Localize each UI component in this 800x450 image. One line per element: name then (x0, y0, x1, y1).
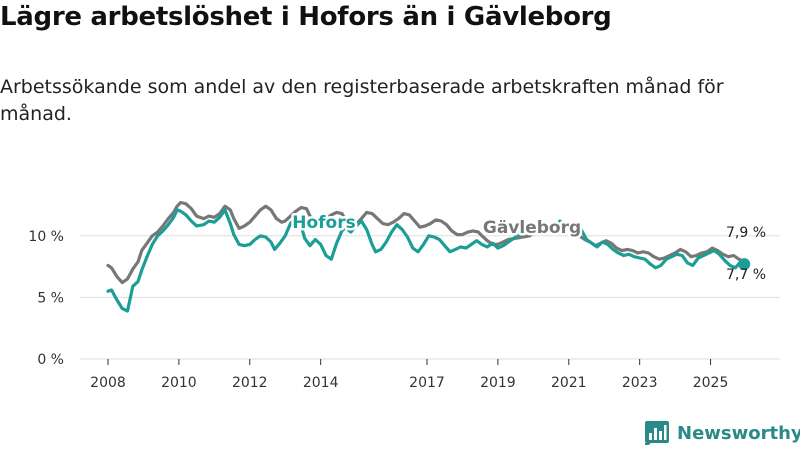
series-line-gävleborg (106, 200, 746, 285)
x-tick-label: 2025 (693, 375, 729, 391)
x-tick-label: 2008 (90, 375, 126, 391)
x-tick-label: 2014 (303, 375, 339, 391)
x-tick-label: 2017 (409, 375, 445, 391)
chart-title: Lägre arbetslöshet i Hofors än i Gävlebo… (0, 2, 612, 32)
chart-subtitle: Arbetssökande som andel av den registerb… (0, 76, 724, 125)
x-tick-label: 2012 (232, 375, 268, 391)
x-axis-ticks: 2008 2010 2012 2014 2017 2019 2021 2023 2025 (90, 359, 728, 391)
y-axis-ticks: 0 % 5 % 10 % (28, 229, 64, 368)
x-tick-label: 2019 (480, 375, 516, 391)
y-tick-label: 5 % (37, 290, 64, 306)
brand-name: Newsworthy (677, 422, 800, 444)
x-tick-label: 2021 (551, 375, 587, 391)
series-labels: Gävleborg 7,9 % Hofors 7,7 % (290, 211, 766, 284)
bar-chart-logo-icon (645, 421, 669, 445)
end-value-label: 7,9 % (726, 225, 766, 241)
end-point-marker (738, 258, 751, 271)
series-lines (106, 200, 751, 313)
end-value-label: 7,7 % (726, 267, 766, 283)
x-tick-label: 2023 (622, 375, 658, 391)
x-tick-label: 2010 (161, 375, 197, 391)
series-line-hofors (106, 208, 746, 313)
newsworthy-logo[interactable]: Newsworthy (645, 420, 800, 446)
series-label: Gävleborg (483, 218, 581, 238)
series-label: Hofors (292, 213, 355, 233)
y-tick-label: 0 % (37, 352, 64, 368)
y-tick-label: 10 % (28, 229, 64, 245)
